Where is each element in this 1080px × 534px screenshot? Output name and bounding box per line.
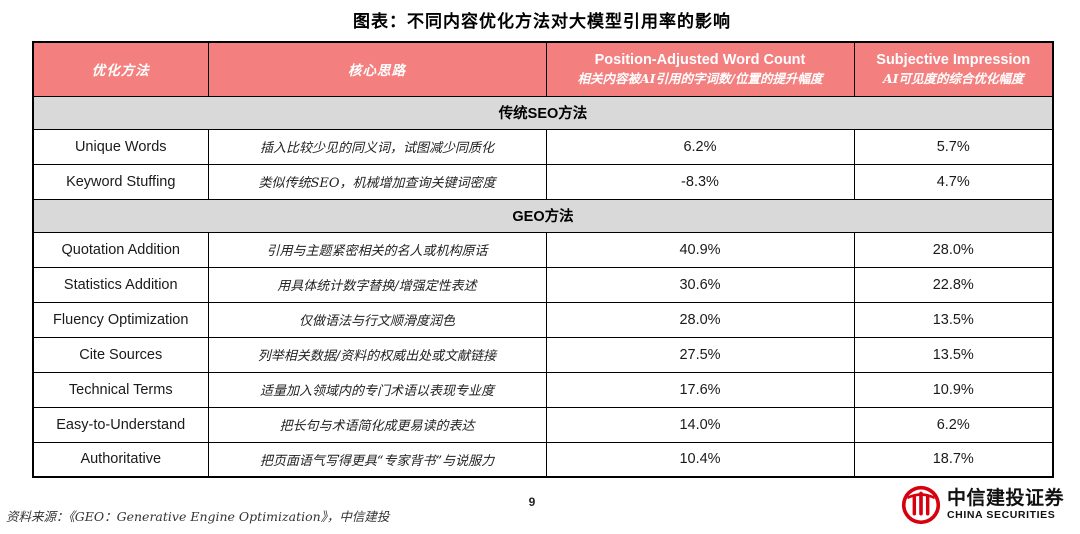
impression-value: 6.2%: [853, 406, 1054, 443]
header-method: 优化方法: [32, 41, 209, 97]
word-count-value: 27.5%: [545, 336, 855, 373]
table-row: Quotation Addition 引用与主题紧密相关的名人或机构原话 40.…: [32, 231, 1054, 268]
page-title: 图表：不同内容优化方法对大模型引用率的影响: [353, 12, 731, 32]
header-impression-zh: AI可见度的综合优化幅度: [882, 70, 1024, 86]
word-count-value: 6.2%: [545, 128, 855, 165]
header-impression-en: Subjective Impression: [876, 52, 1031, 69]
method-name: Unique Words: [32, 128, 209, 165]
table-row: Unique Words 插入比较少见的同义词，试图减少同质化 6.2% 5.7…: [32, 128, 1054, 165]
core-idea: 引用与主题紧密相关的名人或机构原话: [207, 231, 547, 268]
method-name: Easy-to-Understand: [32, 406, 209, 443]
impression-value: 4.7%: [853, 163, 1054, 200]
core-idea: 仅做语法与行文顺滑度润色: [207, 301, 547, 338]
method-name: Authoritative: [32, 441, 209, 478]
table-row: Authoritative 把页面语气写得更具“专家背书”与说服力 10.4% …: [32, 441, 1054, 478]
word-count-value: 40.9%: [545, 231, 855, 268]
core-idea: 类似传统SEO，机械增加查询关键词密度: [207, 163, 547, 200]
section-row-traditional-seo: 传统SEO方法: [32, 95, 1054, 130]
china-securities-logo-icon: [901, 485, 941, 525]
section-label: GEO方法: [32, 198, 1054, 233]
table-row: Fluency Optimization 仅做语法与行文顺滑度润色 28.0% …: [32, 301, 1054, 338]
core-idea: 用具体统计数字替换/增强定性表述: [207, 266, 547, 303]
impression-value: 18.7%: [853, 441, 1054, 478]
header-word-count-en: Position-Adjusted Word Count: [594, 52, 806, 69]
impression-value: 13.5%: [853, 301, 1054, 338]
table-header-row: 优化方法 核心思路 Position-Adjusted Word Count 相…: [32, 41, 1054, 97]
method-name: Cite Sources: [32, 336, 209, 373]
header-word-count-zh: 相关内容被AI引用的字词数/位置的提升幅度: [577, 70, 823, 86]
header-impression: Subjective Impression AI可见度的综合优化幅度: [853, 41, 1054, 97]
word-count-value: 14.0%: [545, 406, 855, 443]
brand-name-cn: 中信建投证券: [946, 487, 1064, 510]
core-idea: 把长句与术语简化成更易读的表达: [207, 406, 547, 443]
header-method-label: 优化方法: [91, 62, 150, 79]
optimization-methods-table: 优化方法 核心思路 Position-Adjusted Word Count 相…: [32, 41, 1054, 478]
method-name: Fluency Optimization: [32, 301, 209, 338]
brand-name-en: CHINA SECURITIES: [946, 509, 1056, 522]
method-name: Keyword Stuffing: [32, 163, 209, 200]
table-row: Keyword Stuffing 类似传统SEO，机械增加查询关键词密度 -8.…: [32, 163, 1054, 200]
section-label: 传统SEO方法: [32, 95, 1054, 130]
word-count-value: 17.6%: [545, 371, 855, 408]
table-row: Easy-to-Understand 把长句与术语简化成更易读的表达 14.0%…: [32, 406, 1054, 443]
header-core-idea: 核心思路: [207, 41, 547, 97]
word-count-value: 10.4%: [545, 441, 855, 478]
page-number: 9: [528, 495, 536, 509]
section-row-geo: GEO方法: [32, 198, 1054, 233]
word-count-value: 28.0%: [545, 301, 855, 338]
impression-value: 5.7%: [853, 128, 1054, 165]
source-note: 资料来源：《GEO：Generative Engine Optimization…: [6, 509, 390, 524]
core-idea: 适量加入领域内的专门术语以表现专业度: [207, 371, 547, 408]
impression-value: 28.0%: [853, 231, 1054, 268]
core-idea: 插入比较少见的同义词，试图减少同质化: [207, 128, 547, 165]
table-row: Cite Sources 列举相关数据/资料的权威出处或文献链接 27.5% 1…: [32, 336, 1054, 373]
impression-value: 22.8%: [853, 266, 1054, 303]
impression-value: 13.5%: [853, 336, 1054, 373]
table-row: Technical Terms 适量加入领域内的专门术语以表现专业度 17.6%…: [32, 371, 1054, 408]
brand-logo: 中信建投证券 CHINA SECURITIES: [900, 484, 1064, 526]
word-count-value: 30.6%: [545, 266, 855, 303]
header-core-idea-label: 核心思路: [348, 62, 406, 79]
impression-value: 10.9%: [853, 371, 1054, 408]
core-idea: 列举相关数据/资料的权威出处或文献链接: [207, 336, 547, 373]
core-idea: 把页面语气写得更具“专家背书”与说服力: [207, 441, 547, 478]
word-count-value: -8.3%: [545, 163, 855, 200]
header-word-count: Position-Adjusted Word Count 相关内容被AI引用的字…: [545, 41, 855, 97]
method-name: Statistics Addition: [32, 266, 209, 303]
method-name: Technical Terms: [32, 371, 209, 408]
table-row: Statistics Addition 用具体统计数字替换/增强定性表述 30.…: [32, 266, 1054, 303]
method-name: Quotation Addition: [32, 231, 209, 268]
